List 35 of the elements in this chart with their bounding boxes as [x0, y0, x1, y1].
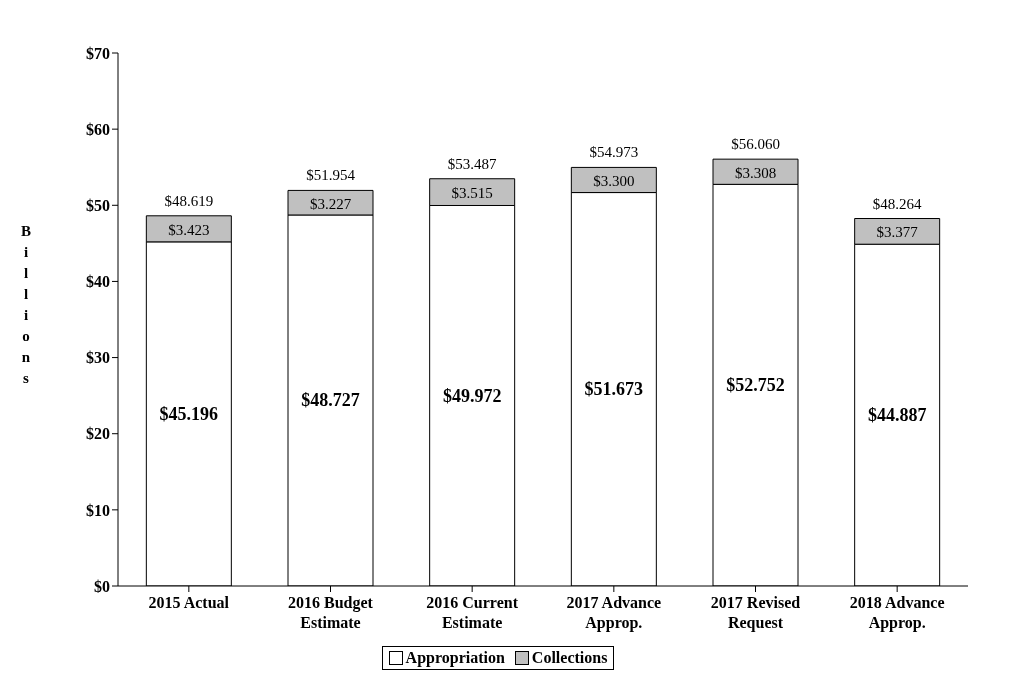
y-axis-title: Billions	[20, 222, 32, 386]
data-label: $45.196	[159, 403, 219, 424]
y-tick-label: $70	[86, 44, 110, 62]
data-label: $3.227	[309, 195, 352, 212]
data-label: $44.887	[867, 405, 927, 426]
data-label: $3.423	[168, 221, 210, 238]
legend-label: Collections	[530, 649, 608, 667]
total-label: $51.954	[306, 167, 356, 184]
data-label: $3.308	[734, 164, 777, 181]
total-label: $56.060	[731, 136, 780, 153]
y-tick-label: $50	[86, 196, 110, 214]
total-label: $48.619	[164, 192, 214, 209]
x-tick-label: 2016 Budget Estimate	[288, 594, 374, 631]
data-label: $49.972	[442, 385, 502, 406]
x-tick-label: 2017 Advance Approp.	[566, 594, 662, 632]
y-tick-label: $0	[94, 577, 110, 595]
x-tick-label: 2018 Advance Approp.	[849, 594, 945, 632]
data-label: $3.515	[451, 185, 493, 202]
total-label: $54.973	[589, 144, 639, 161]
y-tick-label: $40	[86, 273, 110, 291]
x-tick-label: 2016 Current Estimate	[426, 594, 519, 631]
data-label: $48.727	[301, 390, 360, 411]
y-tick-label: $10	[86, 501, 110, 519]
data-label: $3.377	[876, 224, 919, 241]
total-label: $48.264	[872, 195, 923, 212]
data-label: $52.752	[726, 375, 785, 396]
y-tick-label: $60	[86, 120, 110, 138]
x-tick-label: 2017 Revised Request	[710, 594, 801, 632]
x-tick-label: 2015 Actual	[148, 594, 230, 611]
data-label: $51.673	[584, 379, 644, 400]
data-label: $3.300	[593, 172, 635, 189]
legend-label: Appropriation	[404, 649, 505, 667]
y-tick-label: $20	[86, 425, 110, 443]
y-tick-label: $30	[86, 349, 110, 367]
total-label: $53.487	[447, 155, 498, 172]
